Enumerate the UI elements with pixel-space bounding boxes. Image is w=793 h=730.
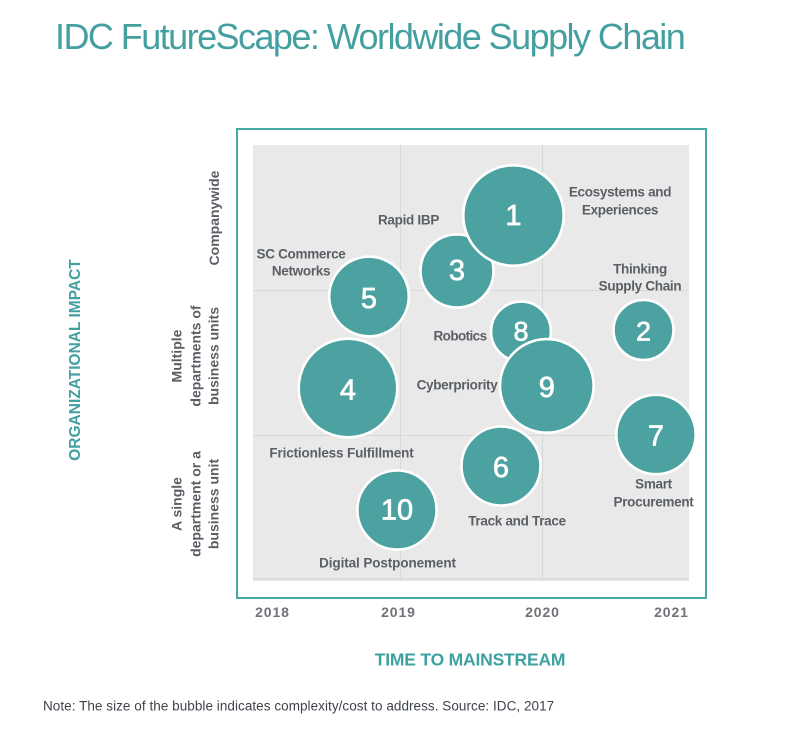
svg-text:10: 10	[381, 495, 413, 527]
svg-text:3: 3	[449, 255, 465, 287]
svg-text:5: 5	[361, 283, 377, 315]
svg-text:8: 8	[513, 316, 528, 346]
svg-text:7: 7	[648, 421, 664, 453]
svg-text:6: 6	[493, 452, 509, 484]
svg-text:9: 9	[539, 372, 555, 404]
svg-text:1: 1	[505, 200, 521, 232]
svg-text:2: 2	[636, 316, 651, 346]
svg-text:4: 4	[340, 374, 356, 406]
